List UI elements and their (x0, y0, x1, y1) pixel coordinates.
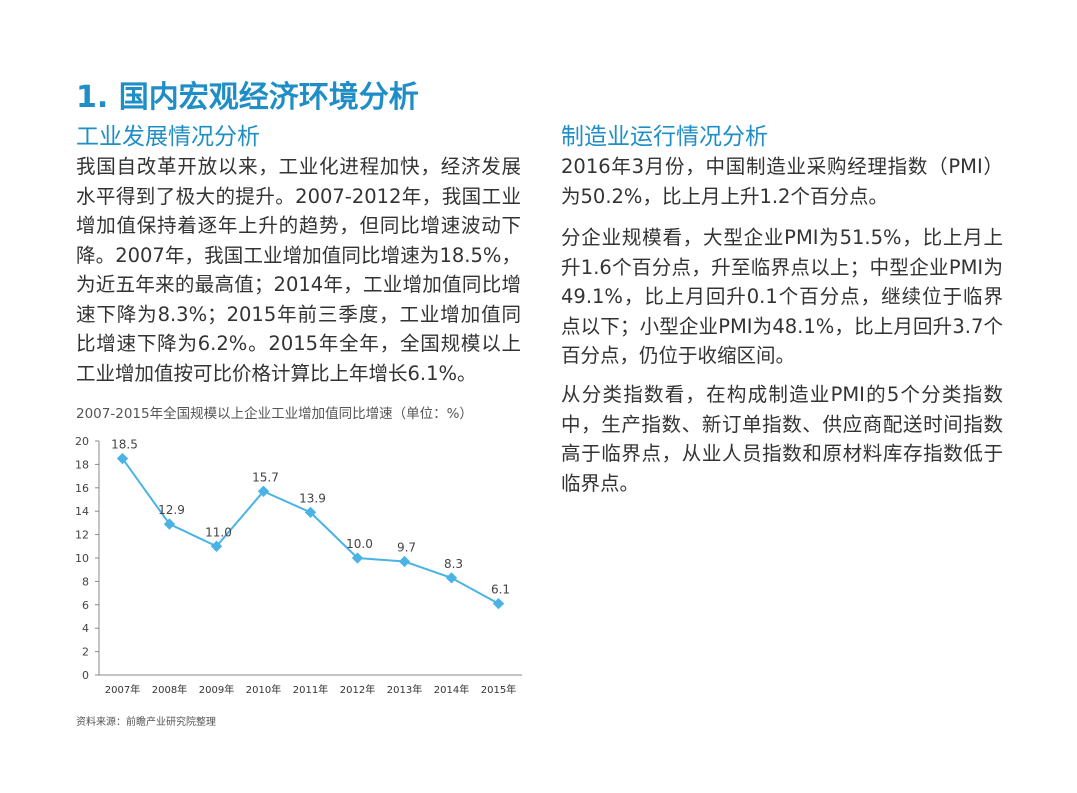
x-tick-label: 2008年 (152, 683, 187, 696)
x-tick-label: 2013年 (387, 683, 422, 696)
x-tick-label: 2015年 (481, 683, 516, 696)
y-tick-label: 0 (82, 669, 89, 682)
x-tick-label: 2007年 (105, 683, 140, 696)
industry-paragraph: 我国自改革开放以来，工业化进程加快，经济发展水平得到了极大的提升。2007-20… (76, 155, 521, 385)
data-label: 15.7 (252, 470, 279, 484)
y-tick-label: 18 (75, 458, 89, 471)
data-label: 13.9 (299, 491, 326, 505)
y-tick-label: 6 (82, 599, 89, 612)
industrial-growth-line-chart: 0 2 4 6 8 10 12 14 16 18 20 2007年 2008年 2009年 2010年 201… (75, 435, 522, 696)
x-tick-label: 2011年 (293, 683, 328, 696)
pmi-paragraph-3: 从分类指数看，在构成制造业PMI的5个分类指数中，生产指数、新订单指数、供应商配… (561, 383, 1003, 495)
y-tick-label: 20 (75, 435, 89, 448)
chart-caption: 2007-2015年全国规模以上企业工业增加值同比增速（单位：%） (76, 406, 473, 422)
y-tick-label: 8 (82, 575, 89, 588)
data-point (398, 555, 411, 568)
data-label: 9.7 (397, 541, 416, 555)
x-tick-label: 2014年 (434, 683, 469, 696)
series-line (121, 457, 499, 605)
y-tick-label: 2 (82, 646, 89, 659)
pmi-paragraph-2: 分企业规模看，大型企业PMI为51.5%，比上月上升1.6个百分点，升至临界点以… (561, 226, 1003, 367)
data-point (492, 597, 505, 610)
section-heading-industry: 工业发展情况分析 (76, 124, 260, 150)
y-tick-label: 4 (82, 622, 89, 635)
y-tick-label: 12 (75, 529, 89, 542)
data-label: 6.1 (491, 583, 510, 597)
data-label: 10.0 (346, 537, 373, 551)
y-tick-label: 10 (75, 552, 89, 565)
x-tick-label: 2010年 (246, 683, 281, 696)
data-label: 18.5 (111, 438, 138, 452)
section-heading-manufacturing: 制造业运行情况分析 (561, 124, 768, 150)
x-tick-label: 2012年 (340, 683, 375, 696)
x-tick-label: 2009年 (199, 683, 234, 696)
pmi-paragraph-1: 2016年3月份，中国制造业采购经理指数（PMI）为50.2%，比上月上升1.2… (561, 155, 1003, 208)
y-tick-label: 16 (75, 482, 89, 495)
data-label: 11.0 (205, 525, 232, 539)
data-label: 8.3 (444, 557, 463, 571)
data-point (445, 572, 458, 584)
y-tick-label: 14 (75, 505, 89, 518)
source-note: 资料来源：前瞻产业研究院整理 (76, 717, 216, 728)
page-title: 1. 国内宏观经济环境分析 (76, 80, 419, 115)
data-label: 12.9 (158, 503, 185, 517)
